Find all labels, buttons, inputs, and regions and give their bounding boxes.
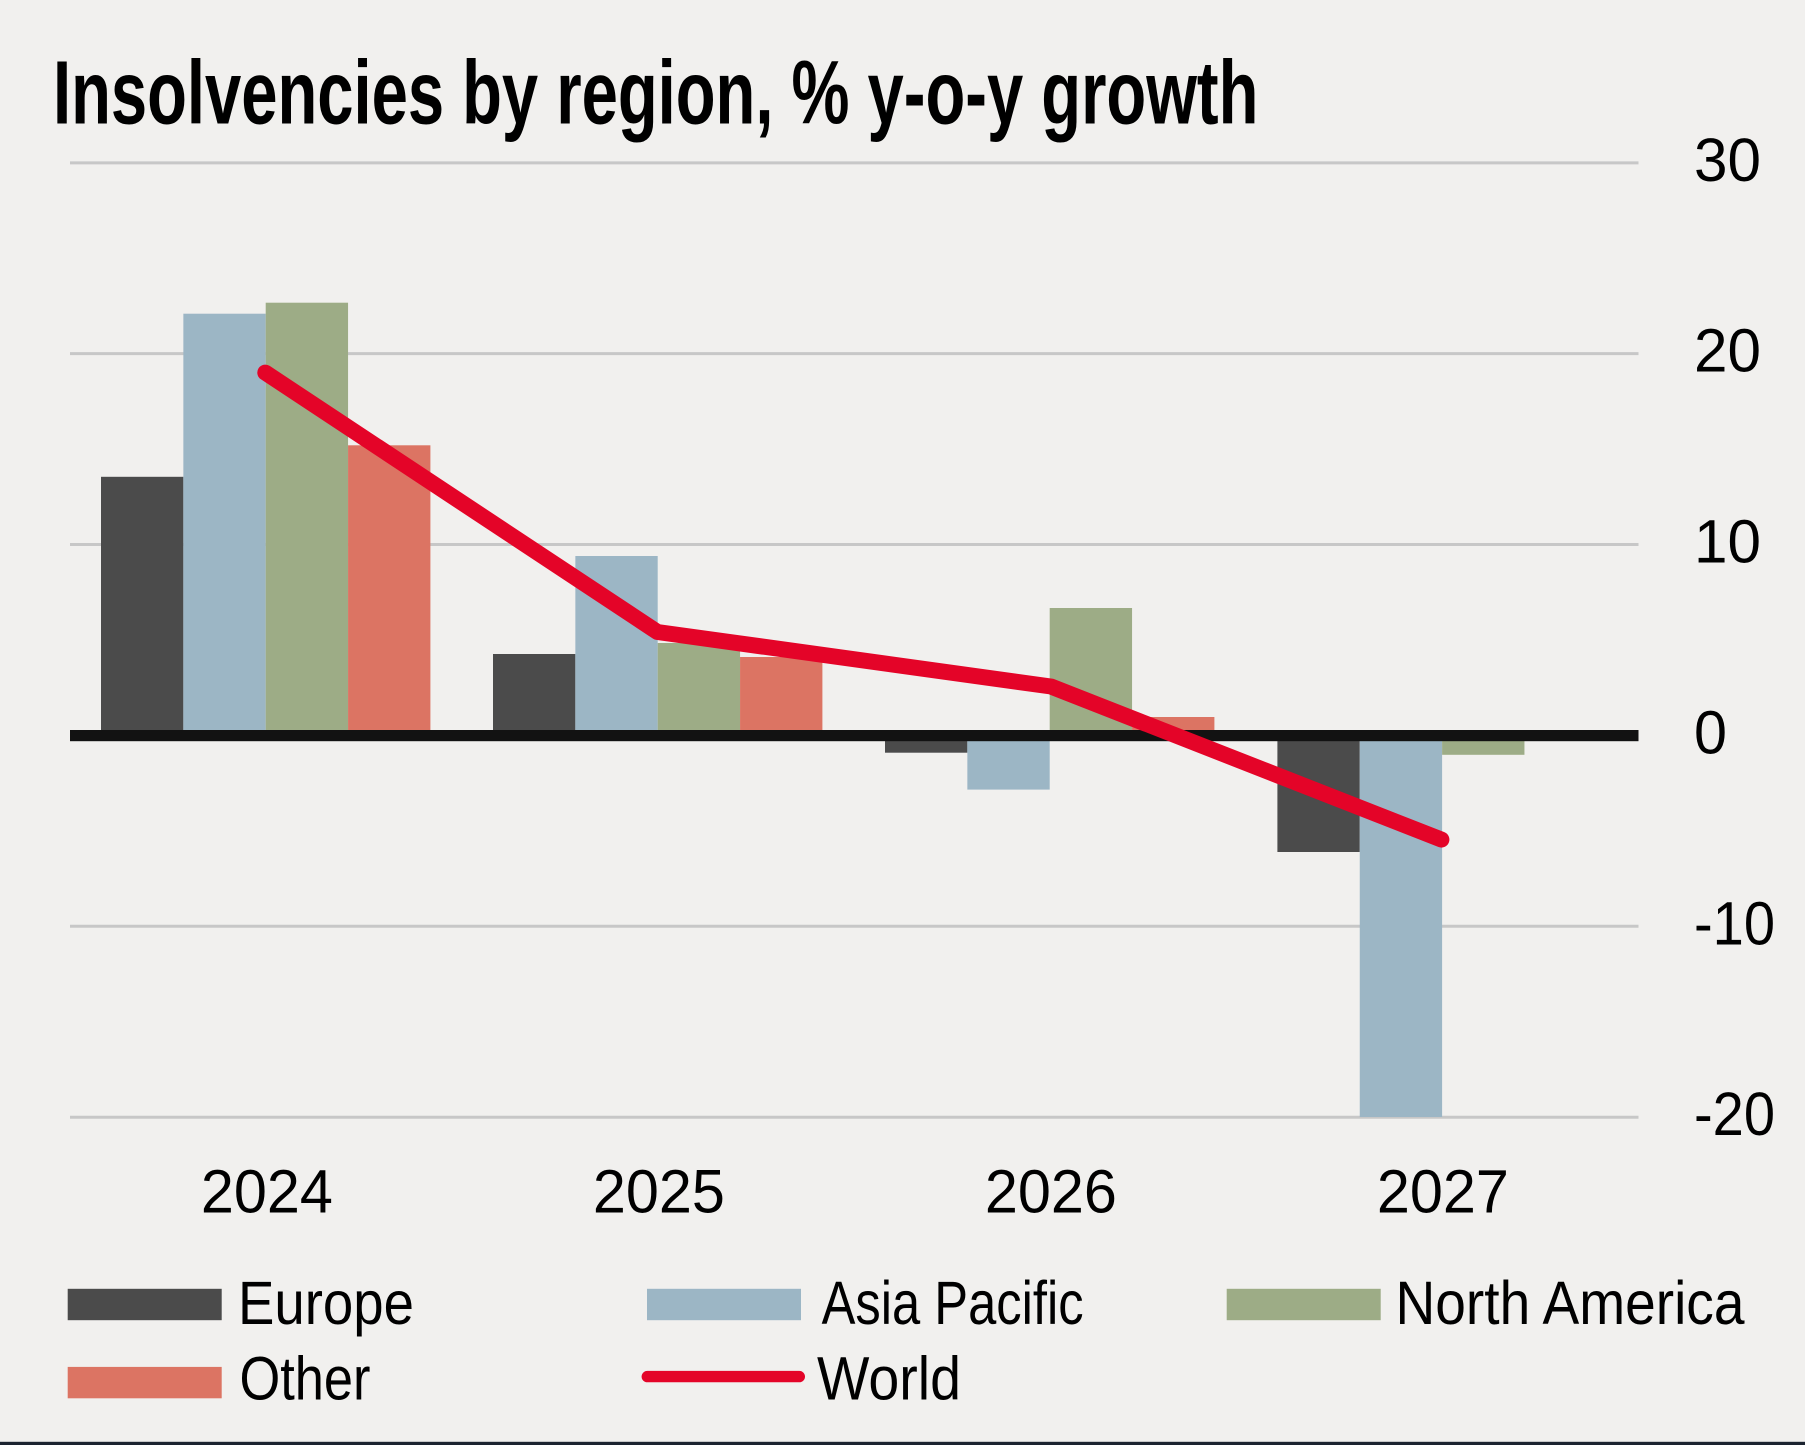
svg-text:World: World: [817, 1345, 961, 1414]
svg-text:10: 10: [1694, 508, 1761, 577]
svg-text:Asia Pacific: Asia Pacific: [822, 1269, 1084, 1338]
svg-text:0: 0: [1694, 698, 1727, 767]
svg-text:30: 30: [1694, 126, 1761, 195]
svg-text:2024: 2024: [201, 1158, 333, 1227]
svg-text:2027: 2027: [1377, 1158, 1509, 1227]
svg-text:2026: 2026: [985, 1158, 1117, 1227]
svg-text:Other: Other: [240, 1345, 371, 1414]
svg-text:-20: -20: [1694, 1080, 1775, 1149]
svg-text:Europe: Europe: [238, 1269, 414, 1338]
svg-text:2025: 2025: [593, 1158, 725, 1227]
svg-text:North America: North America: [1396, 1269, 1746, 1338]
svg-text:-10: -10: [1694, 889, 1775, 958]
svg-text:Insolvencies by region, % y-o-: Insolvencies by region, % y-o-y growth: [53, 42, 1258, 143]
svg-text:20: 20: [1694, 317, 1761, 386]
